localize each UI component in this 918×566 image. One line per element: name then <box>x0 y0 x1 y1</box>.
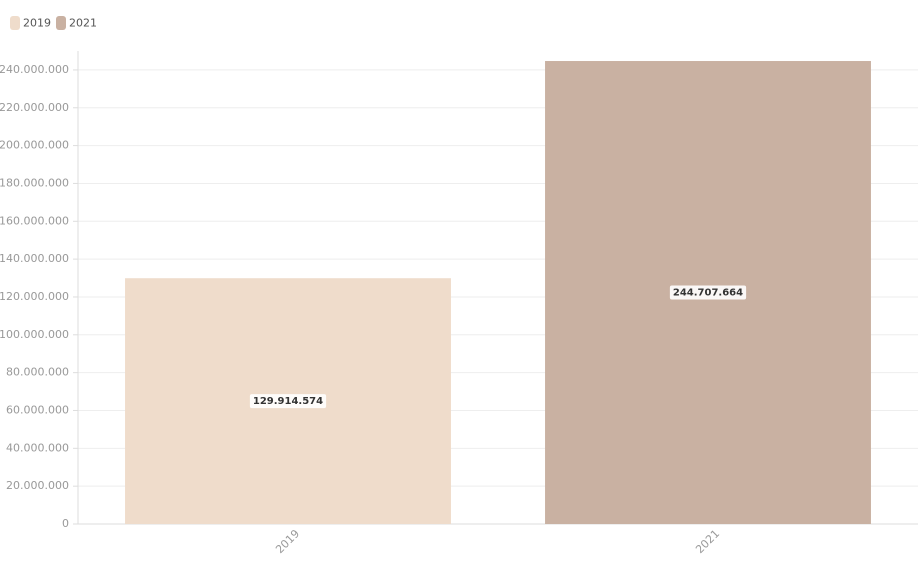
y-tick-label: 120.000.000 <box>0 290 69 303</box>
legend-label: 2019 <box>23 17 51 30</box>
y-tick-label: 20.000.000 <box>6 479 69 492</box>
value-label-bg <box>669 285 747 300</box>
y-tick-label: 200.000.000 <box>0 139 69 152</box>
y-tick-label: 180.000.000 <box>0 176 69 189</box>
y-tick-label: 160.000.000 <box>0 214 69 227</box>
y-tick-label: 0 <box>62 517 69 530</box>
y-tick-label: 60.000.000 <box>6 403 69 416</box>
y-tick-label: 240.000.000 <box>0 63 69 76</box>
legend-label: 2021 <box>69 17 97 30</box>
value-label-bg <box>249 394 327 409</box>
y-tick-label: 220.000.000 <box>0 101 69 114</box>
value-label: 244.707.664 <box>673 288 743 299</box>
y-tick-label: 100.000.000 <box>0 328 69 341</box>
legend-swatch <box>56 16 66 30</box>
x-tick-label: 2019 <box>273 527 302 556</box>
x-tick-label: 2021 <box>693 527 722 556</box>
y-tick-label: 140.000.000 <box>0 252 69 265</box>
value-label: 129.914.574 <box>253 396 323 407</box>
legend-swatch <box>10 16 20 30</box>
y-tick-label: 80.000.000 <box>6 366 69 379</box>
y-tick-label: 40.000.000 <box>6 441 69 454</box>
